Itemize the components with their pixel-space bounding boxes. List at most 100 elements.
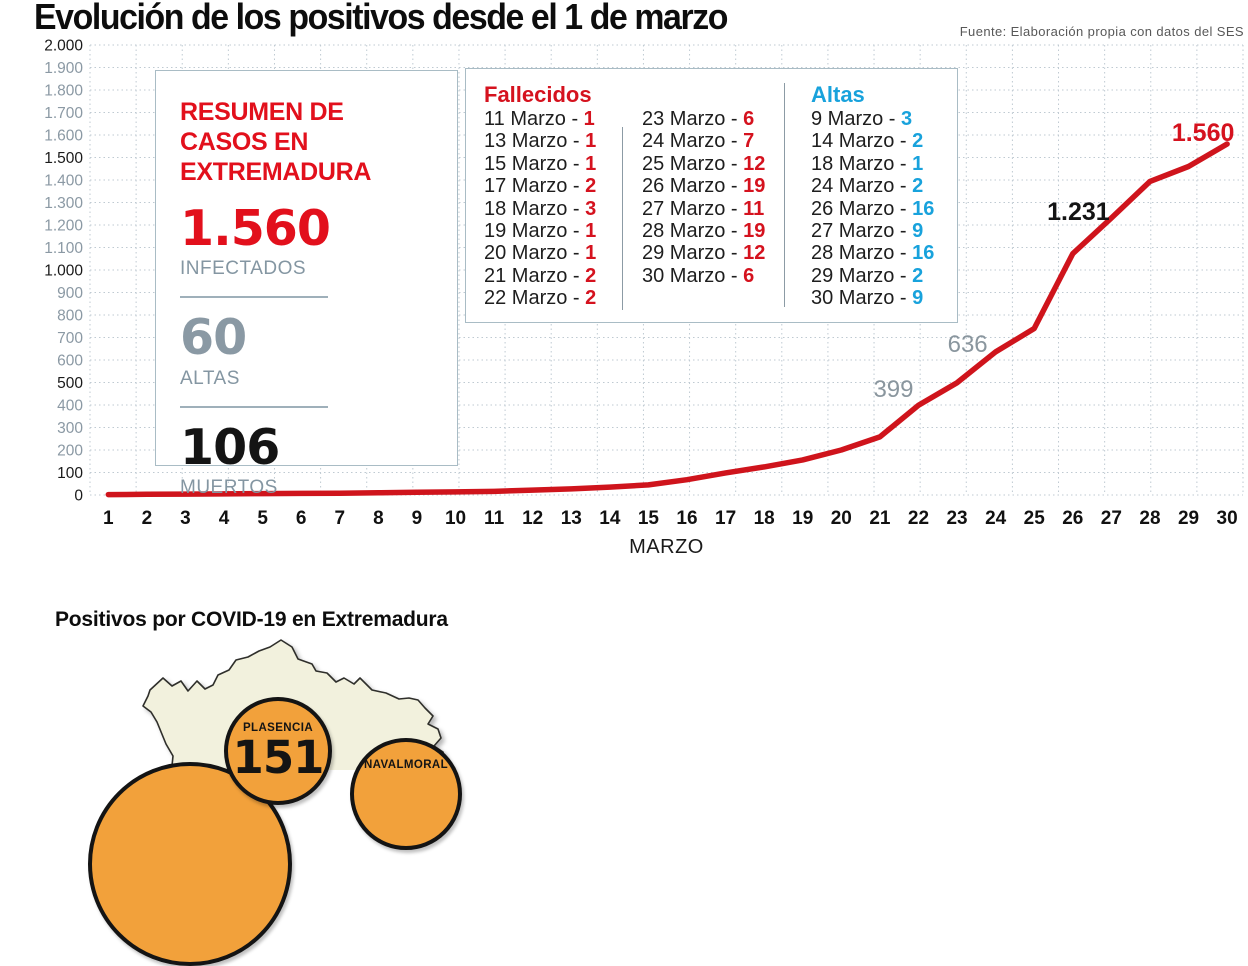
x-tick-label: 25 bbox=[1024, 508, 1046, 529]
fallecidos-row: 18 Marzo - 3 bbox=[484, 197, 597, 220]
y-tick-label: 1.700 bbox=[44, 105, 83, 122]
divider bbox=[180, 405, 328, 408]
y-tick-label: 500 bbox=[57, 375, 83, 392]
x-tick-label: 24 bbox=[985, 508, 1007, 529]
y-tick-label: 1.300 bbox=[44, 195, 83, 212]
x-tick-label: 9 bbox=[412, 508, 423, 529]
x-tick-label: 18 bbox=[754, 508, 775, 529]
chart-annotations: 399 636 1.231 1.560 bbox=[873, 119, 1234, 403]
fallecidos-row: 22 Marzo - 2 bbox=[484, 287, 597, 310]
data-point-label: 636 bbox=[948, 331, 988, 358]
source-credit: Fuente: Elaboración propia con datos del… bbox=[959, 24, 1244, 39]
altas-row: 18 Marzo - 1 bbox=[811, 152, 924, 175]
x-tick-label: 15 bbox=[638, 508, 660, 529]
x-tick-label: 21 bbox=[869, 508, 891, 529]
bubble-case-count: 151 bbox=[232, 731, 325, 784]
daily-lists-box: Fallecidos Altas 11 Marzo - 1 13 Marzo -… bbox=[465, 68, 958, 323]
chart-series bbox=[105, 141, 1230, 498]
y-tick-label: 2.000 bbox=[44, 38, 83, 55]
y-tick-label: 1.900 bbox=[44, 60, 83, 77]
fallecidos-row: 30 Marzo - 6 bbox=[642, 264, 755, 287]
x-tick-label: 4 bbox=[219, 508, 230, 529]
bubble-city-name: NAVALMORAL bbox=[363, 759, 449, 771]
altas-row: 30 Marzo - 9 bbox=[811, 287, 924, 310]
summary-box: RESUMEN DE CASOS EN EXTREMADURA 1.560 IN… bbox=[155, 70, 458, 498]
x-tick-label: 13 bbox=[561, 508, 582, 529]
altas-row: 26 Marzo - 16 bbox=[811, 197, 935, 220]
fallecidos-row: 27 Marzo - 11 bbox=[642, 197, 765, 220]
y-tick-label: 600 bbox=[57, 353, 83, 370]
divider bbox=[622, 127, 623, 310]
infected-count: 1.560 bbox=[180, 200, 331, 257]
y-tick-label: 1.800 bbox=[44, 83, 83, 100]
covid-infographic: { "header": { "title": "Evolución de los… bbox=[34, 0, 1244, 966]
altas-row: 9 Marzo - 3 bbox=[811, 108, 913, 130]
fallecidos-row: 19 Marzo - 1 bbox=[484, 220, 597, 243]
y-tick-label: 1.500 bbox=[44, 150, 83, 167]
city-bubble-navalmoral: NAVALMORAL bbox=[350, 738, 462, 850]
fallecidos-row: 24 Marzo - 7 bbox=[642, 130, 755, 153]
altas-row: 28 Marzo - 16 bbox=[811, 242, 935, 265]
divider bbox=[784, 83, 785, 307]
fallecidos-row: 23 Marzo - 6 bbox=[642, 108, 755, 130]
x-tick-label: 7 bbox=[334, 508, 345, 529]
x-tick-label: 2 bbox=[142, 508, 153, 529]
fallecidos-row: 13 Marzo - 1 bbox=[484, 130, 597, 153]
data-point-label: 1.560 bbox=[1172, 119, 1235, 147]
x-axis-title: MARZO bbox=[629, 536, 704, 558]
altas-title: Altas bbox=[811, 82, 865, 107]
x-tick-label: 19 bbox=[792, 508, 813, 529]
infected-label: INFECTADOS bbox=[180, 258, 307, 280]
y-tick-label: 1.200 bbox=[44, 218, 83, 235]
fallecidos-row: 29 Marzo - 12 bbox=[642, 242, 766, 265]
altas-row: 14 Marzo - 2 bbox=[811, 130, 924, 153]
altas-row: 29 Marzo - 2 bbox=[811, 264, 924, 287]
x-tick-label: 6 bbox=[296, 508, 307, 529]
y-tick-label: 0 bbox=[74, 488, 83, 505]
y-tick-label: 300 bbox=[57, 420, 83, 437]
fallecidos-row: 20 Marzo - 1 bbox=[484, 242, 597, 265]
altas-row: 24 Marzo - 2 bbox=[811, 175, 924, 198]
data-point-label: 1.231 bbox=[1047, 198, 1110, 226]
x-tick-label: 12 bbox=[522, 508, 543, 529]
altas-row: 27 Marzo - 9 bbox=[811, 220, 924, 243]
y-tick-label: 800 bbox=[57, 308, 83, 325]
x-tick-label: 14 bbox=[599, 508, 621, 529]
fallecidos-row: 26 Marzo - 19 bbox=[642, 175, 766, 198]
x-tick-label: 5 bbox=[257, 508, 268, 529]
divider bbox=[180, 296, 328, 299]
x-tick-label: 20 bbox=[831, 508, 852, 529]
x-tick-label: 26 bbox=[1062, 508, 1083, 529]
y-tick-label: 200 bbox=[57, 443, 83, 460]
x-tick-label: 11 bbox=[484, 508, 505, 529]
map-section-title: Positivos por COVID-19 en Extremadura bbox=[55, 608, 448, 631]
x-tick-label: 27 bbox=[1101, 508, 1122, 529]
x-tick-label: 16 bbox=[676, 508, 697, 529]
y-tick-label: 1.100 bbox=[44, 240, 83, 257]
y-tick-label: 1.600 bbox=[44, 128, 83, 145]
y-tick-label: 900 bbox=[57, 285, 83, 302]
fallecidos-row: 15 Marzo - 1 bbox=[484, 152, 597, 175]
deaths-count: 106 bbox=[180, 418, 280, 476]
bubble-city-name: PLASENCIA bbox=[242, 722, 314, 734]
x-tick-label: 22 bbox=[908, 508, 929, 529]
page-title: Evolución de los positivos desde el 1 de… bbox=[34, 0, 728, 37]
recovered-label: ALTAS bbox=[180, 367, 240, 389]
y-tick-label: 1.400 bbox=[44, 173, 83, 190]
y-tick-label: 100 bbox=[57, 465, 83, 482]
x-tick-label: 10 bbox=[445, 508, 466, 529]
y-tick-label: 400 bbox=[57, 398, 83, 415]
fallecidos-row: 21 Marzo - 2 bbox=[484, 264, 597, 287]
x-tick-label: 3 bbox=[180, 508, 191, 529]
x-tick-label: 29 bbox=[1178, 508, 1199, 529]
summary-heading: RESUMEN DE CASOS EN EXTREMADURA bbox=[180, 98, 372, 186]
x-tick-label: 8 bbox=[373, 508, 384, 529]
fallecidos-row: 11 Marzo - 1 bbox=[484, 108, 595, 130]
city-bubble-plasencia: PLASENCIA 151 bbox=[224, 697, 332, 805]
altas-column: 9 Marzo - 3 14 Marzo - 2 18 Marzo - 1 24… bbox=[811, 108, 934, 310]
fallecidos-row: 17 Marzo - 2 bbox=[484, 175, 597, 198]
positives-series-line bbox=[105, 141, 1230, 498]
fallecidos-row: 28 Marzo - 19 bbox=[642, 220, 766, 243]
y-tick-label: 700 bbox=[57, 330, 83, 347]
fallecidos-title: Fallecidos bbox=[484, 82, 592, 107]
